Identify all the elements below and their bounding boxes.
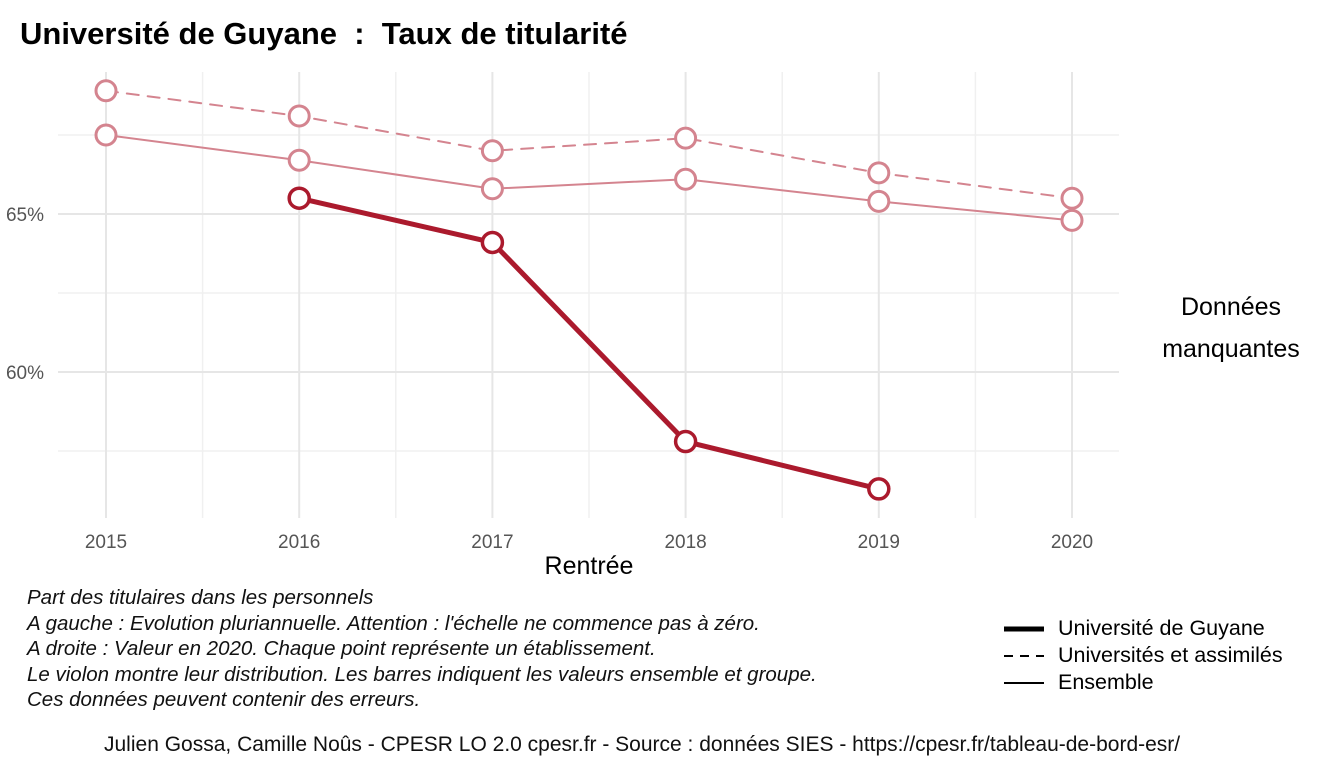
x-axis-label: Rentrée [545,552,634,580]
data-point [673,429,698,454]
data-point [287,186,311,210]
legend-label: Université de Guyane [1058,616,1265,640]
legend-item-universites-et-assimiles: Universités et assimilés [1004,642,1283,669]
series-layer [94,79,1084,501]
legend-item-ensemble: Ensemble [1004,669,1283,696]
legend-label: Universités et assimilés [1058,643,1283,667]
x-tick-label: 2018 [664,532,706,553]
data-point [1060,186,1084,210]
grid-minor [58,72,1119,518]
caption-line: A droite : Valeur en 2020. Chaque point … [27,637,656,661]
series-line [105,134,1073,222]
missing-data-note: Données manquantes [1120,286,1342,370]
data-point [867,477,891,501]
caption: Part des titulaires dans les personnels … [27,585,817,713]
y-axis-ticks: 60% 65% [6,205,44,384]
series-solid-thick [287,186,891,501]
x-tick-label: 2016 [278,532,320,553]
data-point [480,177,504,201]
series-dashed [94,79,1084,210]
x-tick-label: 2020 [1051,532,1093,553]
y-tick-label: 60% [6,363,44,384]
legend-key-solid-thin [1004,681,1044,684]
data-point [867,189,891,213]
legend-item-universite-de-guyane: Université de Guyane [1004,615,1283,642]
caption-line: A gauche : Evolution pluriannuelle. Atte… [27,611,760,635]
data-point [674,167,698,191]
x-tick-label: 2017 [471,532,513,553]
data-point [94,79,118,103]
credit-line: Julien Gossa, Camille Noûs - CPESR LO 2.… [104,733,1181,756]
series-solid-thin [94,123,1084,232]
x-tick-label: 2015 [85,532,127,553]
series-line [296,195,882,492]
x-tick-label: 2019 [858,532,900,553]
data-point [674,126,698,150]
caption-line: Le violon montre leur distribution. Les … [27,662,817,686]
caption-line: Ces données peuvent contenir des erreurs… [27,688,421,712]
data-point [1060,208,1084,232]
legend: Université de Guyane Universités et assi… [1004,615,1283,696]
legend-label: Ensemble [1058,670,1154,694]
data-point [480,230,505,255]
missing-note-line2: manquantes [1162,335,1300,363]
chart-title: Université de Guyane : Taux de titularit… [20,16,628,51]
y-tick-label: 65% [6,205,44,226]
legend-key-solid-thick [1004,626,1044,631]
data-point [480,139,504,163]
data-point [287,104,311,128]
series-line [105,89,1073,200]
missing-note-line1: Données [1180,293,1282,321]
legend-key-dashed [1004,654,1044,657]
data-point [287,148,311,172]
x-axis-ticks: 2015 2016 2017 2018 2019 2020 [85,532,1093,553]
data-point [867,161,891,185]
caption-line: Part des titulaires dans les personnels [27,586,374,609]
data-point [94,123,118,147]
